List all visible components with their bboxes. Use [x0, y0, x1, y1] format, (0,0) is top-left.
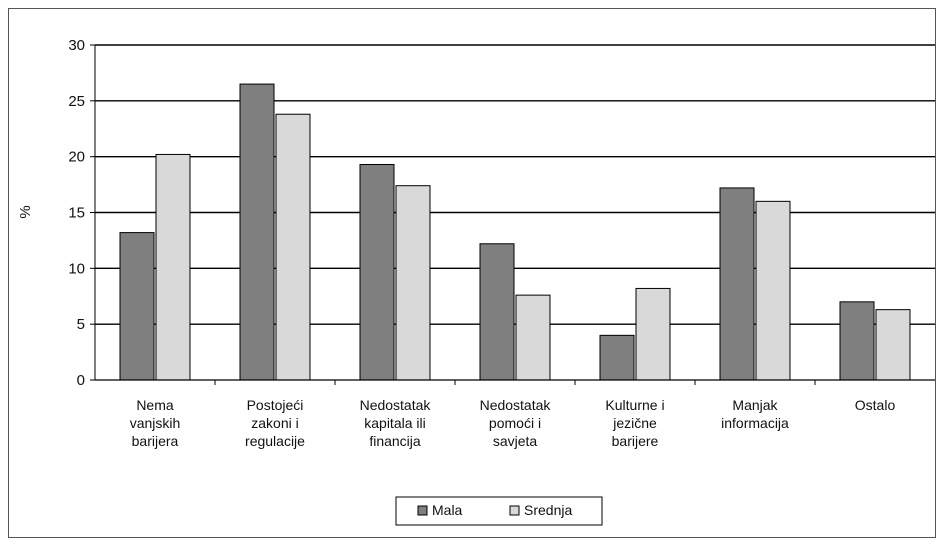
bar-srednja: [635, 287, 671, 381]
y-tick-label: 20: [68, 149, 85, 166]
category-label-line: savjeta: [493, 433, 538, 449]
bar-mala: [239, 83, 275, 381]
bar-srednja: [875, 309, 911, 381]
category-label-line: Kulturne i: [605, 397, 664, 413]
chart-frame: [8, 8, 936, 538]
legend-box: [395, 496, 603, 526]
bar-mala: [839, 301, 875, 381]
category-label: Ostalo: [855, 397, 896, 413]
bar-mala: [119, 232, 155, 381]
bar-mala: [599, 334, 635, 381]
bar-srednja: [515, 294, 551, 381]
y-tick-labels: 0 5 10 15 20 25 30: [68, 37, 85, 389]
category-label-line: Postojeći: [247, 397, 304, 413]
category-label-line: zakoni i: [251, 415, 298, 431]
category-label-line: kapitala ili: [364, 415, 425, 431]
bar-srednja: [275, 113, 311, 381]
y-tick-label: 15: [68, 205, 85, 222]
category-label: Nedostatak pomoći i savjeta: [480, 397, 552, 449]
gridlines: [95, 44, 935, 325]
category-label-line: barijera: [132, 433, 179, 449]
bar-mala: [719, 187, 755, 381]
category-label: Manjak informacija: [721, 397, 789, 431]
category-label-line: barijere: [612, 433, 659, 449]
y-tick-label: 0: [77, 372, 85, 389]
legend: Mala Srednja: [395, 496, 603, 526]
category-label-line: jezične: [612, 415, 657, 431]
bar-srednja: [755, 200, 791, 381]
bars: [119, 83, 911, 381]
bar-srednja: [155, 153, 191, 381]
category-label-line: financija: [369, 433, 421, 449]
y-tick-label: 25: [68, 93, 85, 110]
category-label-line: Nema: [136, 397, 174, 413]
bar-srednja: [395, 185, 431, 381]
category-label: Nema vanjskih barijera: [130, 397, 181, 449]
category-label-line: vanjskih: [130, 415, 181, 431]
category-label-line: Nedostatak: [360, 397, 432, 413]
bar-mala: [479, 243, 515, 381]
category-labels: Nema vanjskih barijera Postojeći zakoni i reg…: [130, 397, 896, 449]
bar-mala: [359, 163, 395, 381]
category-label-line: Manjak: [732, 397, 778, 413]
legend-swatch: [509, 505, 520, 516]
legend-label: Mala: [432, 502, 463, 518]
category-label-line: Ostalo: [855, 397, 896, 413]
y-tick-label: 30: [68, 37, 85, 54]
y-tick-label: 10: [68, 260, 85, 277]
category-label-line: pomoći i: [489, 415, 541, 431]
axes: [90, 44, 935, 385]
y-tick-label: 5: [77, 316, 85, 333]
category-label: Postojeći zakoni i regulacije: [245, 397, 305, 449]
legend-label: Srednja: [524, 502, 572, 518]
category-label-line: regulacije: [245, 433, 305, 449]
category-label-line: informacija: [721, 415, 789, 431]
category-label: Nedostatak kapitala ili financija: [360, 397, 432, 449]
legend-swatch: [417, 505, 428, 516]
category-label-line: Nedostatak: [480, 397, 552, 413]
y-axis-label: %: [17, 205, 34, 218]
category-label: Kulturne i jezične barijere: [605, 397, 664, 449]
